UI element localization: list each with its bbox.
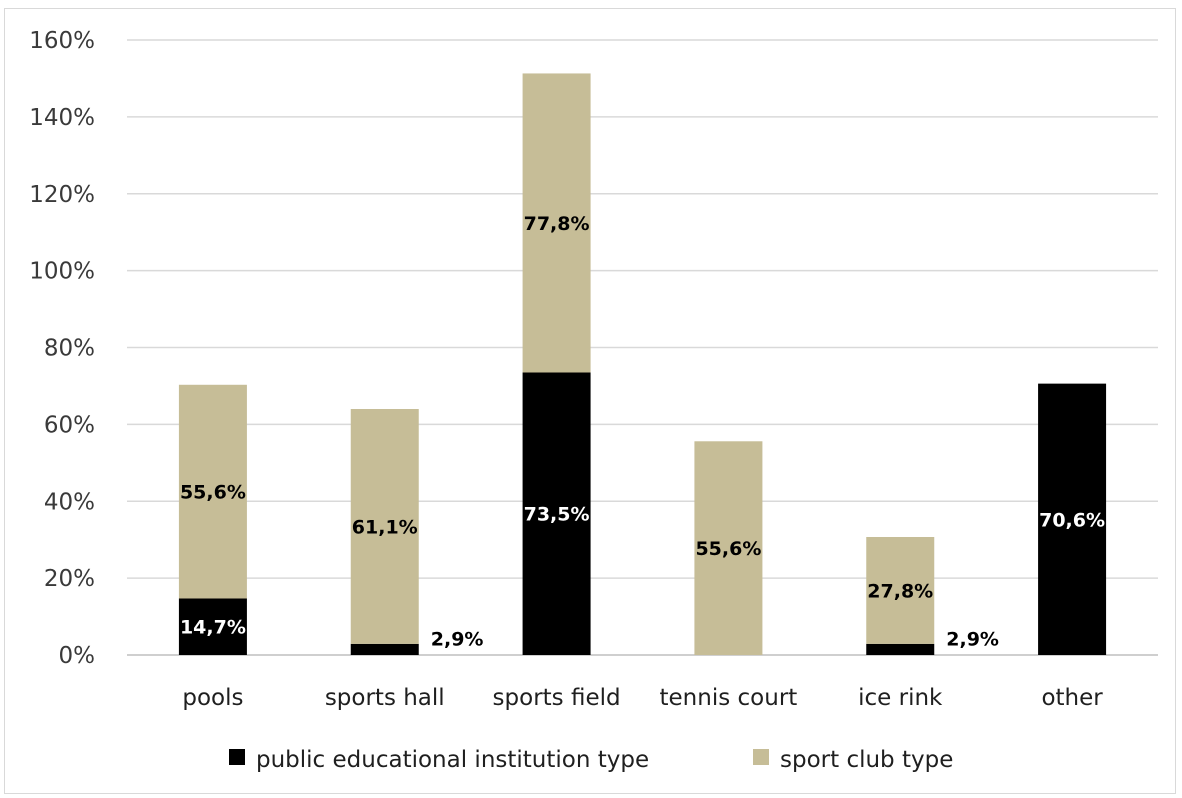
y-tick-label: 140%: [29, 105, 95, 131]
bar-segment: [522, 372, 591, 655]
x-category-label: tennis court: [660, 685, 798, 711]
data-label: 77,8%: [524, 213, 590, 235]
bar-segment: [1038, 383, 1107, 655]
legend-swatch: [229, 749, 245, 765]
bar-segment: [694, 441, 763, 655]
y-tick-label: 60%: [44, 412, 95, 438]
y-tick-label: 20%: [44, 566, 95, 592]
y-tick-label: 120%: [29, 182, 95, 208]
data-label: 27,8%: [867, 580, 933, 602]
x-category-label: pools: [182, 685, 243, 711]
x-category-label: other: [1041, 685, 1103, 711]
bar-segment: [178, 384, 247, 599]
x-category-label: sports hall: [325, 685, 445, 711]
x-category-label: ice rink: [858, 685, 943, 711]
bar-segment: [866, 643, 935, 655]
data-label: 2,9%: [946, 628, 999, 650]
data-label: 55,6%: [180, 482, 246, 504]
data-label: 2,9%: [431, 628, 484, 650]
bar-segment: [350, 643, 419, 655]
data-label: 73,5%: [524, 504, 590, 526]
data-label: 70,6%: [1039, 509, 1105, 531]
y-tick-label: 40%: [44, 489, 95, 515]
data-label: 61,1%: [352, 516, 418, 538]
y-tick-label: 0%: [59, 643, 96, 669]
data-label: 55,6%: [695, 538, 761, 560]
bar-segment: [866, 536, 935, 644]
legend-label: sport club type: [780, 747, 953, 773]
x-category-label: sports field: [493, 685, 621, 711]
y-tick-label: 100%: [29, 259, 95, 285]
y-tick-label: 80%: [44, 336, 95, 362]
bar-segment: [178, 598, 247, 655]
y-tick-label: 160%: [29, 28, 95, 54]
legend-label: public educational institution type: [256, 747, 649, 773]
legend-swatch: [753, 749, 769, 765]
data-label: 14,7%: [180, 617, 246, 639]
bar-segment: [350, 409, 419, 644]
bar-segment: [522, 73, 591, 373]
